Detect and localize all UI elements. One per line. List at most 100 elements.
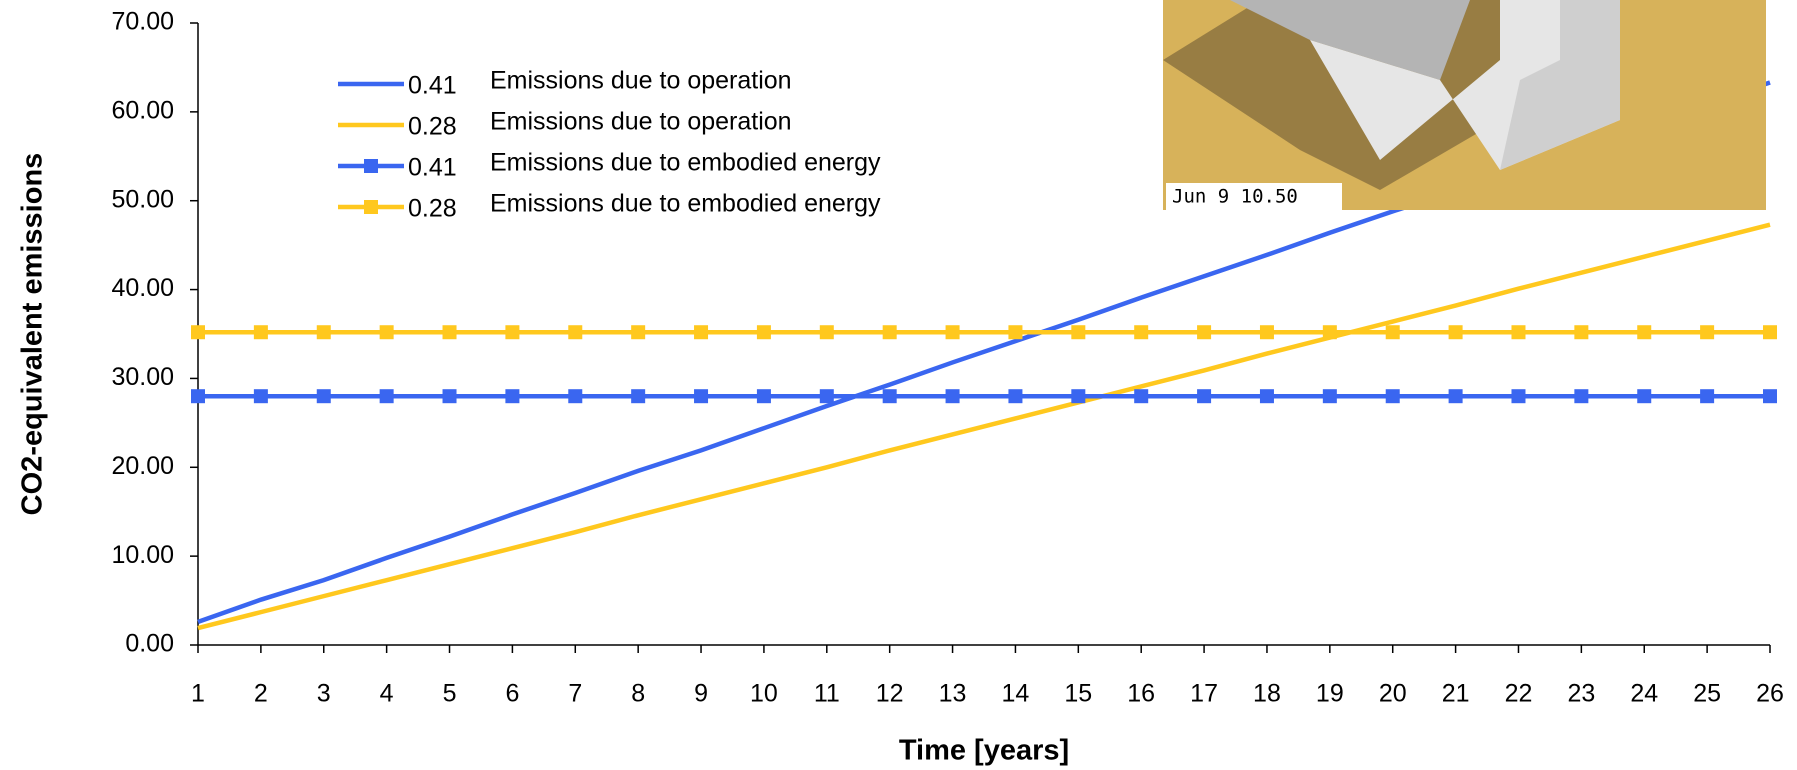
inset-roof	[1230, 0, 1470, 80]
series-marker	[191, 325, 205, 340]
series-marker	[191, 389, 205, 404]
y-tick-label: 0.00	[125, 630, 174, 658]
series-marker	[442, 389, 457, 404]
legend-label: Emissions due to embodied energy	[490, 149, 881, 177]
series-marker	[253, 325, 268, 340]
series-marker	[1637, 325, 1652, 340]
legend-ratio: 0.28	[408, 195, 457, 223]
y-tick-label: 50.00	[111, 185, 174, 213]
series-marker	[1448, 389, 1463, 404]
series-marker	[1574, 389, 1589, 404]
legend-ratio: 0.28	[408, 113, 457, 141]
legend-ratio: 0.41	[408, 72, 457, 100]
series-marker	[505, 389, 520, 404]
x-tick-label: 12	[876, 680, 904, 708]
series-marker	[1134, 389, 1149, 404]
series-marker	[1197, 325, 1212, 340]
x-tick-label: 16	[1127, 680, 1155, 708]
y-axis-title: CO2-equivalent emissions	[17, 153, 49, 516]
x-tick-label: 14	[1002, 680, 1030, 708]
x-tick-label: 10	[750, 680, 778, 708]
y-tick-label: 60.00	[111, 96, 174, 124]
x-tick-label: 11	[814, 680, 840, 708]
x-tick-label: 8	[631, 680, 645, 708]
series-marker	[945, 325, 960, 340]
series-marker	[1448, 325, 1463, 340]
x-tick-label: 4	[380, 680, 394, 708]
series-marker	[1071, 389, 1086, 404]
x-tick-label: 21	[1442, 680, 1470, 708]
series-marker	[1763, 325, 1777, 340]
inset-caption-box	[1166, 183, 1342, 210]
x-tick-label: 5	[443, 680, 457, 708]
series-marker	[1700, 325, 1715, 340]
x-tick-label: 19	[1316, 680, 1344, 708]
series-marker	[1259, 389, 1274, 404]
series-marker	[694, 389, 709, 404]
series-marker	[1700, 389, 1715, 404]
series-marker	[694, 325, 709, 340]
series-marker	[1008, 325, 1023, 340]
series-marker	[568, 389, 583, 404]
series-marker	[1134, 325, 1149, 340]
series-marker	[442, 325, 457, 340]
series-marker	[1385, 325, 1400, 340]
x-tick-label: 1	[191, 680, 205, 708]
series-marker	[1071, 325, 1086, 340]
series-marker	[631, 325, 646, 340]
series-marker	[1511, 325, 1526, 340]
series-marker	[882, 325, 897, 340]
legend-label: Emissions due to embodied energy	[490, 190, 881, 218]
series-marker	[1197, 389, 1212, 404]
series-marker	[945, 389, 960, 404]
inset-wall-side	[1500, 0, 1620, 170]
series-marker	[819, 325, 834, 340]
x-tick-label: 22	[1505, 680, 1533, 708]
legend-marker	[364, 159, 378, 173]
x-tick-label: 25	[1693, 680, 1721, 708]
series-marker	[756, 389, 771, 404]
y-tick-label: 10.00	[111, 541, 174, 569]
series-marker	[1385, 389, 1400, 404]
series-marker	[568, 325, 583, 340]
legend-label: Emissions due to operation	[490, 108, 792, 136]
series-marker	[253, 389, 268, 404]
series-marker	[819, 389, 834, 404]
legend-marker	[364, 200, 378, 214]
series-marker	[1008, 389, 1023, 404]
x-tick-label: 18	[1253, 680, 1281, 708]
series-marker	[1322, 389, 1337, 404]
series-marker	[756, 325, 771, 340]
series-marker	[1574, 325, 1589, 340]
series-marker	[1637, 389, 1652, 404]
legend-label: Emissions due to operation	[490, 67, 792, 95]
series-marker	[379, 389, 394, 404]
y-tick-label: 20.00	[111, 452, 174, 480]
x-tick-label: 13	[939, 680, 967, 708]
legend-ratio: 0.41	[408, 154, 457, 182]
series-marker	[1259, 325, 1274, 340]
series-marker	[379, 325, 394, 340]
series-marker	[1322, 325, 1337, 340]
x-tick-label: 20	[1379, 680, 1407, 708]
series-marker	[1511, 389, 1526, 404]
series-marker	[1763, 389, 1777, 404]
inset-image: Jun 9 10.50	[1163, 0, 1766, 210]
series-marker	[505, 325, 520, 340]
x-axis-title: Time [years]	[899, 735, 1069, 767]
x-tick-label: 17	[1190, 680, 1218, 708]
x-tick-label: 6	[505, 680, 519, 708]
x-tick-label: 9	[694, 680, 708, 708]
y-tick-label: 70.00	[111, 8, 174, 36]
series-marker	[631, 389, 646, 404]
y-tick-label: 30.00	[111, 363, 174, 391]
inset-caption: Jun 9 10.50	[1172, 186, 1298, 208]
series-marker	[316, 325, 331, 340]
x-tick-label: 24	[1630, 680, 1658, 708]
x-tick-label: 26	[1756, 680, 1784, 708]
x-tick-label: 7	[568, 680, 582, 708]
x-tick-label: 15	[1064, 680, 1092, 708]
series-marker	[882, 389, 897, 404]
